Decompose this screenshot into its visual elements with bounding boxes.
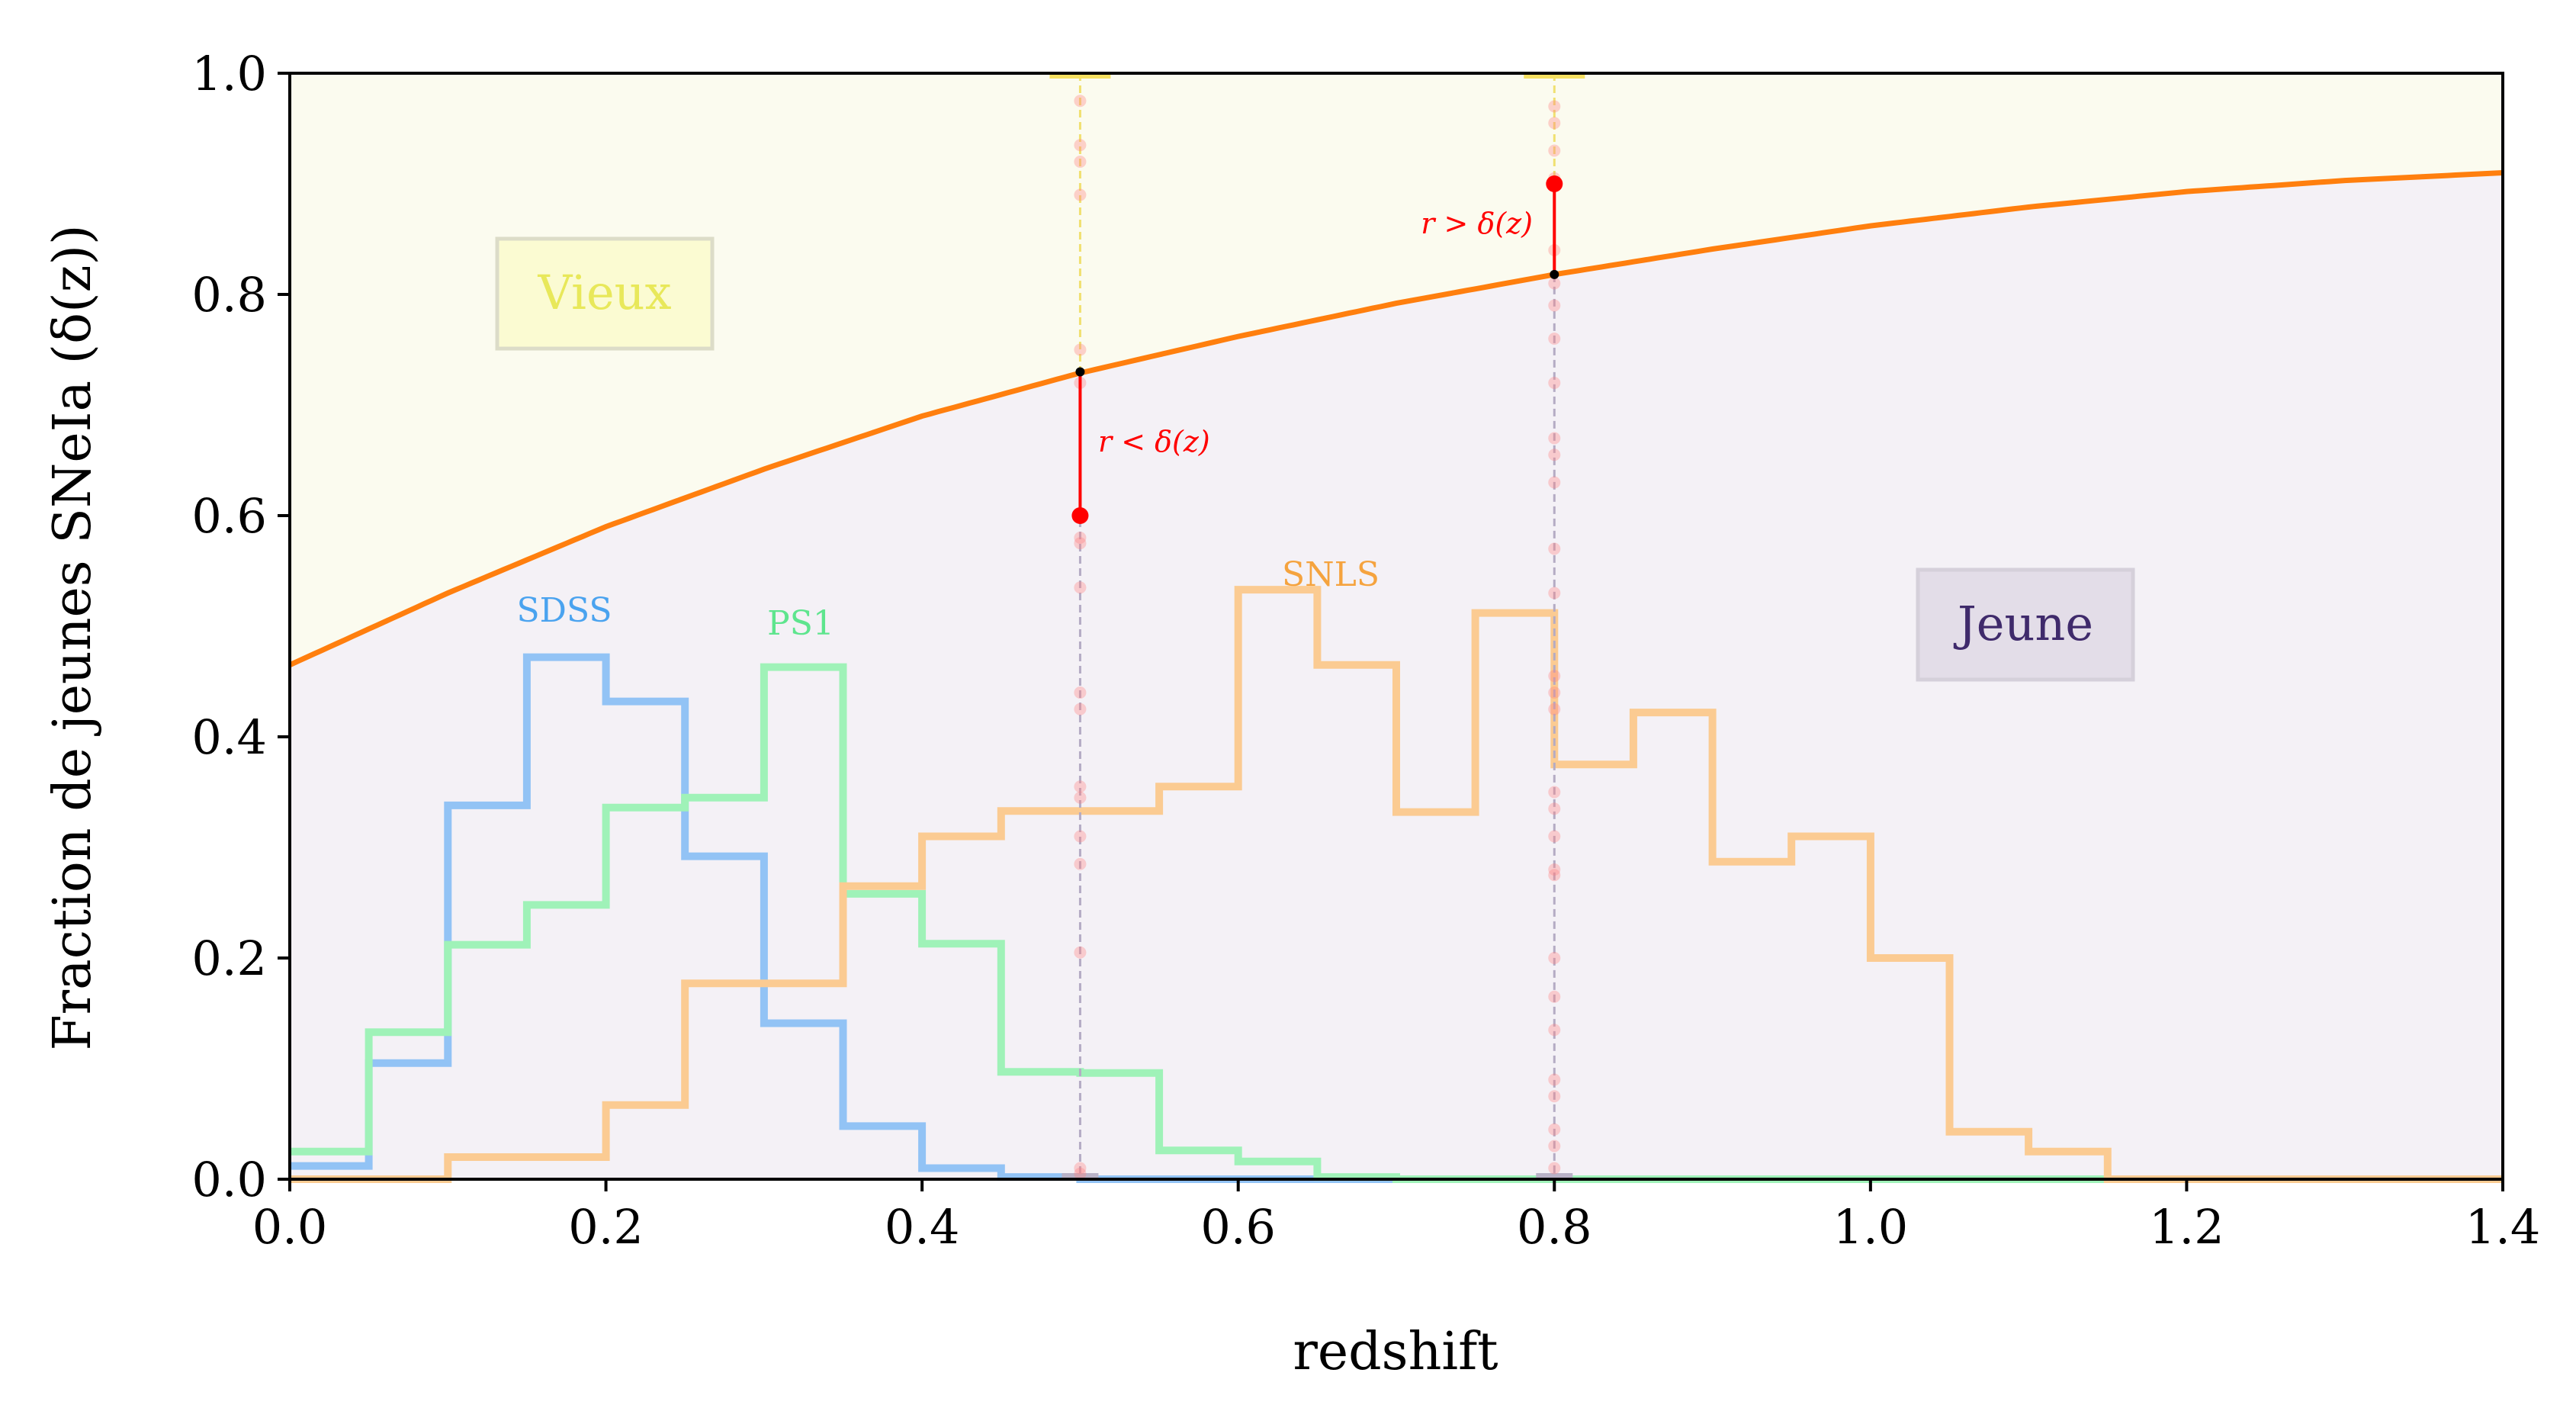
sample-point bbox=[1548, 786, 1561, 799]
sample-point bbox=[1548, 1162, 1561, 1175]
sample-point bbox=[1548, 1024, 1561, 1037]
sample-point bbox=[1074, 537, 1087, 550]
draws-layer bbox=[1071, 175, 1563, 524]
sample-point bbox=[1548, 587, 1561, 600]
sample-point bbox=[1548, 686, 1561, 699]
ps1-label: PS1 bbox=[767, 604, 834, 643]
y-axis-title: Fraction de jeunes SNeIa (δ(z)) bbox=[43, 224, 103, 1050]
sample-point bbox=[1074, 532, 1087, 544]
sample-points-layer bbox=[1049, 73, 1585, 1180]
vline-base-1 bbox=[1536, 1173, 1573, 1179]
sample-point bbox=[1548, 144, 1561, 157]
y-tick-label: 0.6 bbox=[191, 488, 267, 544]
sample-point bbox=[1548, 117, 1561, 130]
sample-point bbox=[1548, 432, 1561, 445]
y-tick-label: 1.0 bbox=[191, 46, 267, 101]
sdss-label: SDSS bbox=[517, 591, 612, 630]
x-tick-label: 0.8 bbox=[1517, 1199, 1592, 1255]
sample-point bbox=[1074, 1167, 1087, 1180]
sample-point bbox=[1074, 95, 1087, 108]
sample-point bbox=[1548, 670, 1561, 683]
sample-point bbox=[1074, 702, 1087, 715]
sample-point bbox=[1548, 802, 1561, 815]
sample-point bbox=[1548, 869, 1561, 882]
histogram-snls bbox=[290, 586, 2503, 1183]
snls-label: SNLS bbox=[1282, 555, 1380, 594]
x-tick-label: 0.6 bbox=[1200, 1199, 1276, 1255]
sample-point bbox=[1548, 299, 1561, 312]
sample-point bbox=[1548, 1140, 1561, 1153]
sample-point bbox=[1548, 1123, 1561, 1136]
draw-label-low: r < δ(z) bbox=[1098, 425, 1210, 458]
sample-point bbox=[1074, 780, 1087, 793]
draw-label-high: r > δ(z) bbox=[1421, 207, 1533, 240]
sample-point bbox=[1074, 139, 1087, 152]
sample-point bbox=[1548, 952, 1561, 964]
y-tick-label: 0.0 bbox=[191, 1152, 267, 1207]
axes-layer: 0.0 0.2 0.4 0.6 0.8 1.0 1.2 1.4 0.0 0.2 0.4 0.6 0.8 1… bbox=[191, 46, 2540, 1255]
x-tick-label: 0.0 bbox=[252, 1199, 328, 1255]
young-region-box: Jeune bbox=[1916, 567, 2135, 682]
sample-point bbox=[1074, 343, 1087, 356]
delta-point-1 bbox=[1550, 269, 1559, 279]
sample-point bbox=[1548, 476, 1561, 489]
x-axis-title: redshift bbox=[1293, 1322, 1498, 1382]
sample-point bbox=[1548, 333, 1561, 345]
sample-point bbox=[1548, 277, 1561, 290]
sample-point bbox=[1548, 1090, 1561, 1103]
sample-point bbox=[1548, 1073, 1561, 1086]
x-tick-label: 0.2 bbox=[568, 1199, 644, 1255]
x-tick-label: 0.4 bbox=[885, 1199, 960, 1255]
delta-curve-layer bbox=[288, 170, 2504, 667]
sample-point bbox=[1074, 686, 1087, 699]
delta-curve bbox=[288, 170, 2504, 667]
sample-point bbox=[1548, 830, 1561, 843]
old-region-label: Vieux bbox=[537, 265, 671, 320]
sample-point bbox=[1548, 377, 1561, 389]
vline-base-0 bbox=[1062, 1173, 1099, 1179]
old-region-fill bbox=[290, 73, 2503, 665]
sample-point bbox=[1548, 100, 1561, 113]
sample-point bbox=[1074, 791, 1087, 804]
sample-point bbox=[1074, 188, 1087, 201]
draw-point-0 bbox=[1071, 507, 1089, 524]
delta-point-0 bbox=[1075, 367, 1085, 377]
x-tick-label: 1.2 bbox=[2149, 1199, 2224, 1255]
old-region-box: Vieux bbox=[495, 236, 715, 351]
plot-frame bbox=[288, 72, 2504, 1181]
sample-point bbox=[1074, 946, 1087, 959]
sample-point bbox=[1548, 542, 1561, 555]
draw-point-1 bbox=[1546, 175, 1563, 192]
x-tick-label: 1.0 bbox=[1833, 1199, 1909, 1255]
y-tick-label: 0.2 bbox=[191, 931, 267, 986]
y-tick-label: 0.8 bbox=[191, 267, 267, 323]
sample-point bbox=[1074, 581, 1087, 594]
x-tick-label: 1.4 bbox=[2465, 1199, 2541, 1255]
sample-point bbox=[1548, 702, 1561, 715]
sample-point bbox=[1548, 448, 1561, 461]
sample-point bbox=[1074, 156, 1087, 168]
y-tick-label: 0.4 bbox=[191, 709, 267, 765]
sample-point bbox=[1074, 1162, 1087, 1175]
sample-point bbox=[1548, 990, 1561, 1003]
sample-point bbox=[1074, 830, 1087, 843]
young-region-label: Jeune bbox=[1953, 596, 2093, 651]
sample-point bbox=[1548, 863, 1561, 876]
sample-point bbox=[1074, 857, 1087, 870]
